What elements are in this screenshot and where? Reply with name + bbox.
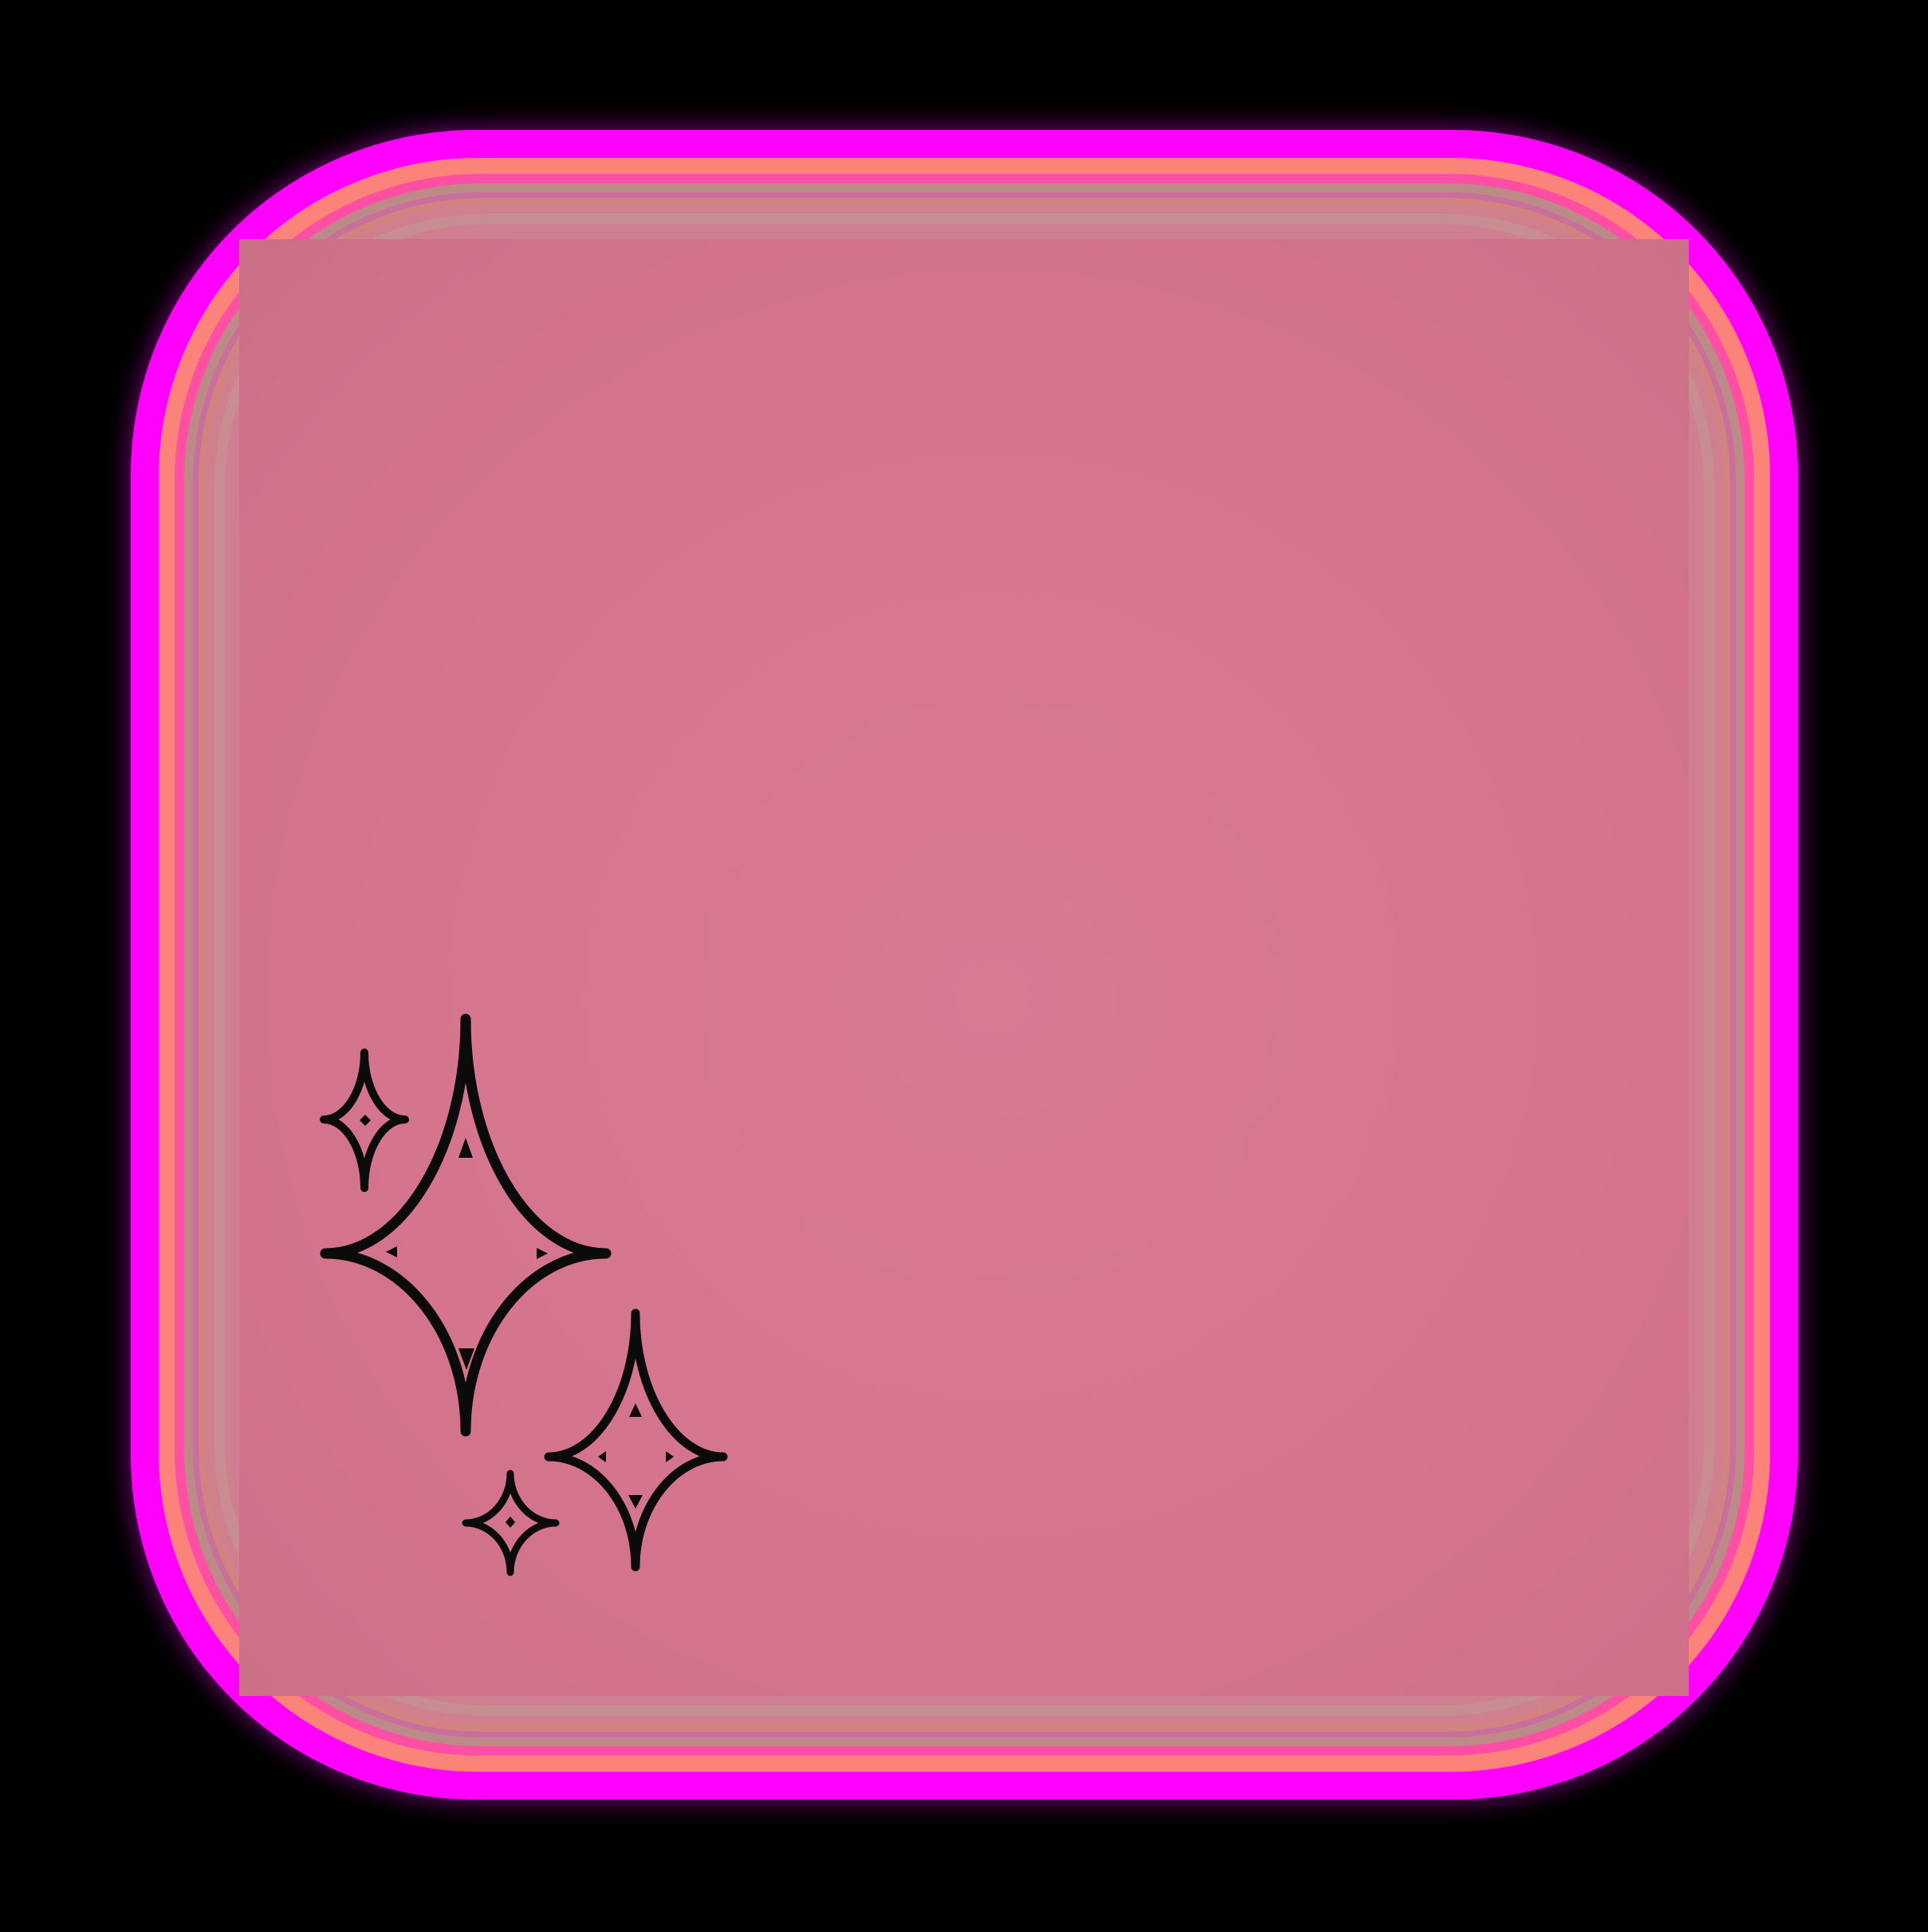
icon-body: [239, 239, 1689, 1696]
app-icon-tile[interactable]: [131, 130, 1798, 1800]
